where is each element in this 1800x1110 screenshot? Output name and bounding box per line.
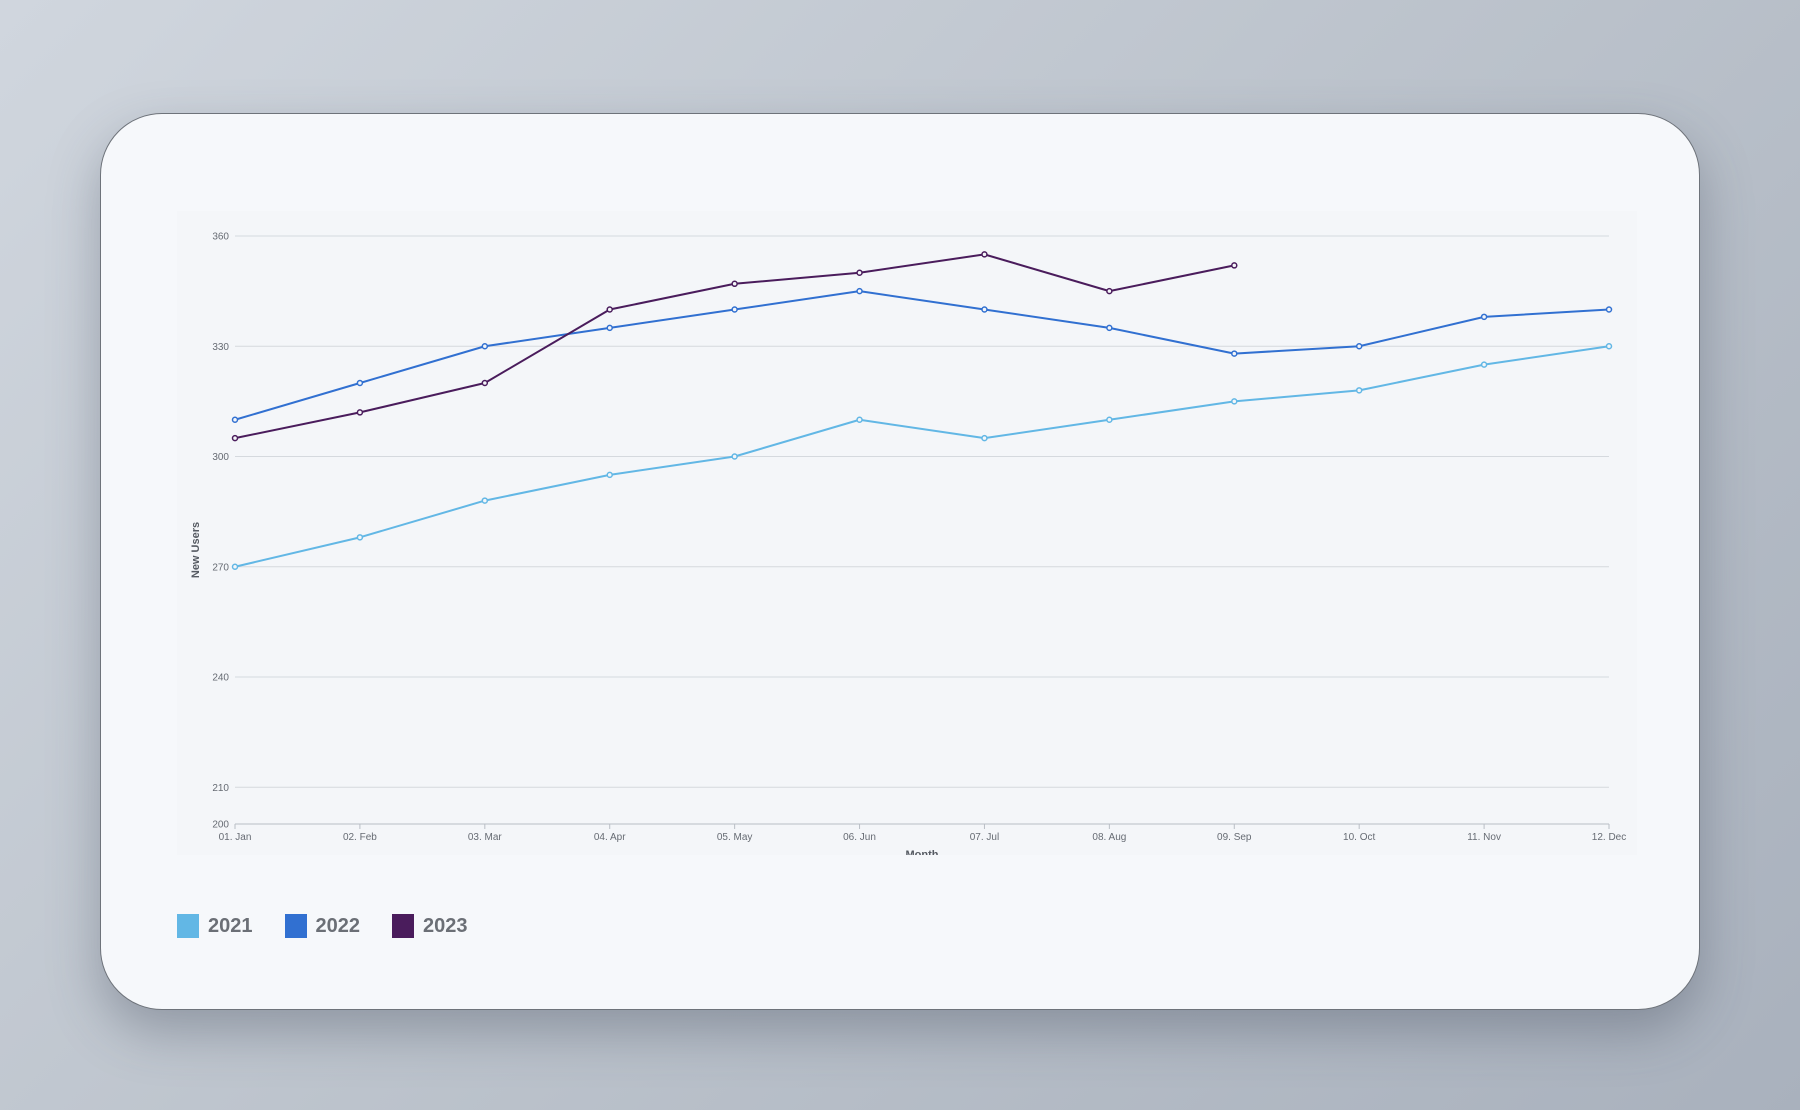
data-point[interactable] bbox=[981, 251, 988, 258]
data-point[interactable] bbox=[1231, 350, 1238, 357]
data-point[interactable] bbox=[356, 379, 364, 387]
x-tick-label: 07. Jul bbox=[970, 832, 999, 843]
x-axis-title: Month bbox=[906, 849, 939, 855]
data-point[interactable] bbox=[606, 471, 613, 479]
x-tick-label: 09. Sep bbox=[1217, 832, 1252, 843]
data-point[interactable] bbox=[856, 269, 863, 276]
x-tick-label: 05. May bbox=[717, 832, 753, 843]
data-point[interactable] bbox=[231, 416, 239, 423]
axes bbox=[234, 823, 1610, 829]
legend-item-2021[interactable]: 2021 bbox=[177, 914, 253, 938]
legend-label: 2022 bbox=[315, 914, 361, 937]
data-point[interactable] bbox=[1231, 262, 1238, 269]
data-point[interactable] bbox=[1605, 343, 1613, 350]
data-point[interactable] bbox=[1106, 416, 1113, 423]
axis-labels: 200 210 240 270 300 330 360 01. Jan 02. Feb 03. M… bbox=[190, 232, 1626, 856]
data-point[interactable] bbox=[1106, 324, 1113, 332]
data-point[interactable] bbox=[1106, 287, 1113, 295]
grid-lines bbox=[235, 235, 1609, 788]
data-point[interactable] bbox=[231, 434, 239, 442]
x-tick-label: 02. Feb bbox=[343, 832, 377, 843]
x-tick-label: 08. Aug bbox=[1092, 832, 1126, 843]
legend-label: 2021 bbox=[208, 914, 253, 937]
data-point[interactable] bbox=[731, 306, 738, 313]
x-tick-label: 10. Oct bbox=[1343, 832, 1375, 843]
series-lines bbox=[231, 251, 1613, 570]
series-line-2021 bbox=[234, 345, 1610, 568]
y-tick-label: 300 bbox=[212, 452, 229, 463]
data-point[interactable] bbox=[856, 287, 863, 295]
series-2022 bbox=[231, 287, 1613, 423]
x-tick-label: 01. Jan bbox=[219, 832, 252, 843]
y-tick-label: 330 bbox=[212, 342, 229, 353]
series-line-2022 bbox=[234, 290, 1610, 421]
x-tick-label: 04. Apr bbox=[594, 832, 626, 843]
y-tick-label: 200 bbox=[212, 820, 229, 831]
x-tick-label: 03. Mar bbox=[468, 832, 503, 843]
series-2023 bbox=[231, 251, 1238, 442]
data-point[interactable] bbox=[356, 534, 364, 541]
y-tick-label: 240 bbox=[212, 673, 229, 684]
y-axis-title: New Users bbox=[190, 522, 202, 578]
data-point[interactable] bbox=[1355, 343, 1363, 350]
data-point[interactable] bbox=[1231, 398, 1238, 405]
data-point[interactable] bbox=[1480, 361, 1488, 368]
data-point[interactable] bbox=[481, 379, 489, 387]
data-point[interactable] bbox=[1480, 313, 1488, 321]
data-point[interactable] bbox=[481, 497, 489, 504]
data-point[interactable] bbox=[1605, 306, 1613, 313]
data-point[interactable] bbox=[356, 409, 364, 416]
data-point[interactable] bbox=[856, 416, 863, 423]
y-tick-label: 270 bbox=[212, 562, 229, 573]
data-point[interactable] bbox=[1355, 387, 1363, 394]
data-point[interactable] bbox=[731, 453, 738, 460]
data-point[interactable] bbox=[606, 324, 613, 332]
data-point[interactable] bbox=[606, 306, 613, 313]
line-chart: 200 210 240 270 300 330 360 01. Jan 02. Feb 03. M… bbox=[190, 232, 1626, 856]
legend-item-2023[interactable]: 2023 bbox=[392, 914, 468, 938]
x-tick-label: 12. Dec bbox=[1592, 832, 1626, 843]
data-point[interactable] bbox=[481, 343, 489, 350]
chart-legend: 2021 2022 2023 bbox=[177, 914, 500, 938]
y-tick-label: 360 bbox=[212, 232, 229, 243]
x-tick-label: 11. Nov bbox=[1467, 832, 1501, 843]
legend-swatch bbox=[392, 914, 414, 938]
x-tick-label: 06. Jun bbox=[843, 832, 876, 843]
legend-label: 2023 bbox=[423, 914, 468, 937]
y-tick-label: 210 bbox=[212, 783, 229, 794]
data-point[interactable] bbox=[731, 280, 738, 288]
data-point[interactable] bbox=[981, 434, 988, 442]
legend-swatch bbox=[284, 914, 307, 938]
legend-item-2022[interactable]: 2022 bbox=[284, 914, 361, 938]
data-point[interactable] bbox=[231, 563, 239, 570]
data-point[interactable] bbox=[981, 306, 988, 313]
legend-swatch bbox=[177, 914, 199, 938]
series-2021 bbox=[231, 343, 1613, 570]
chart-panel: 200 210 240 270 300 330 360 01. Jan 02. Feb 03. M… bbox=[177, 211, 1637, 855]
chart-card: 200 210 240 270 300 330 360 01. Jan 02. Feb 03. M… bbox=[100, 113, 1700, 1010]
